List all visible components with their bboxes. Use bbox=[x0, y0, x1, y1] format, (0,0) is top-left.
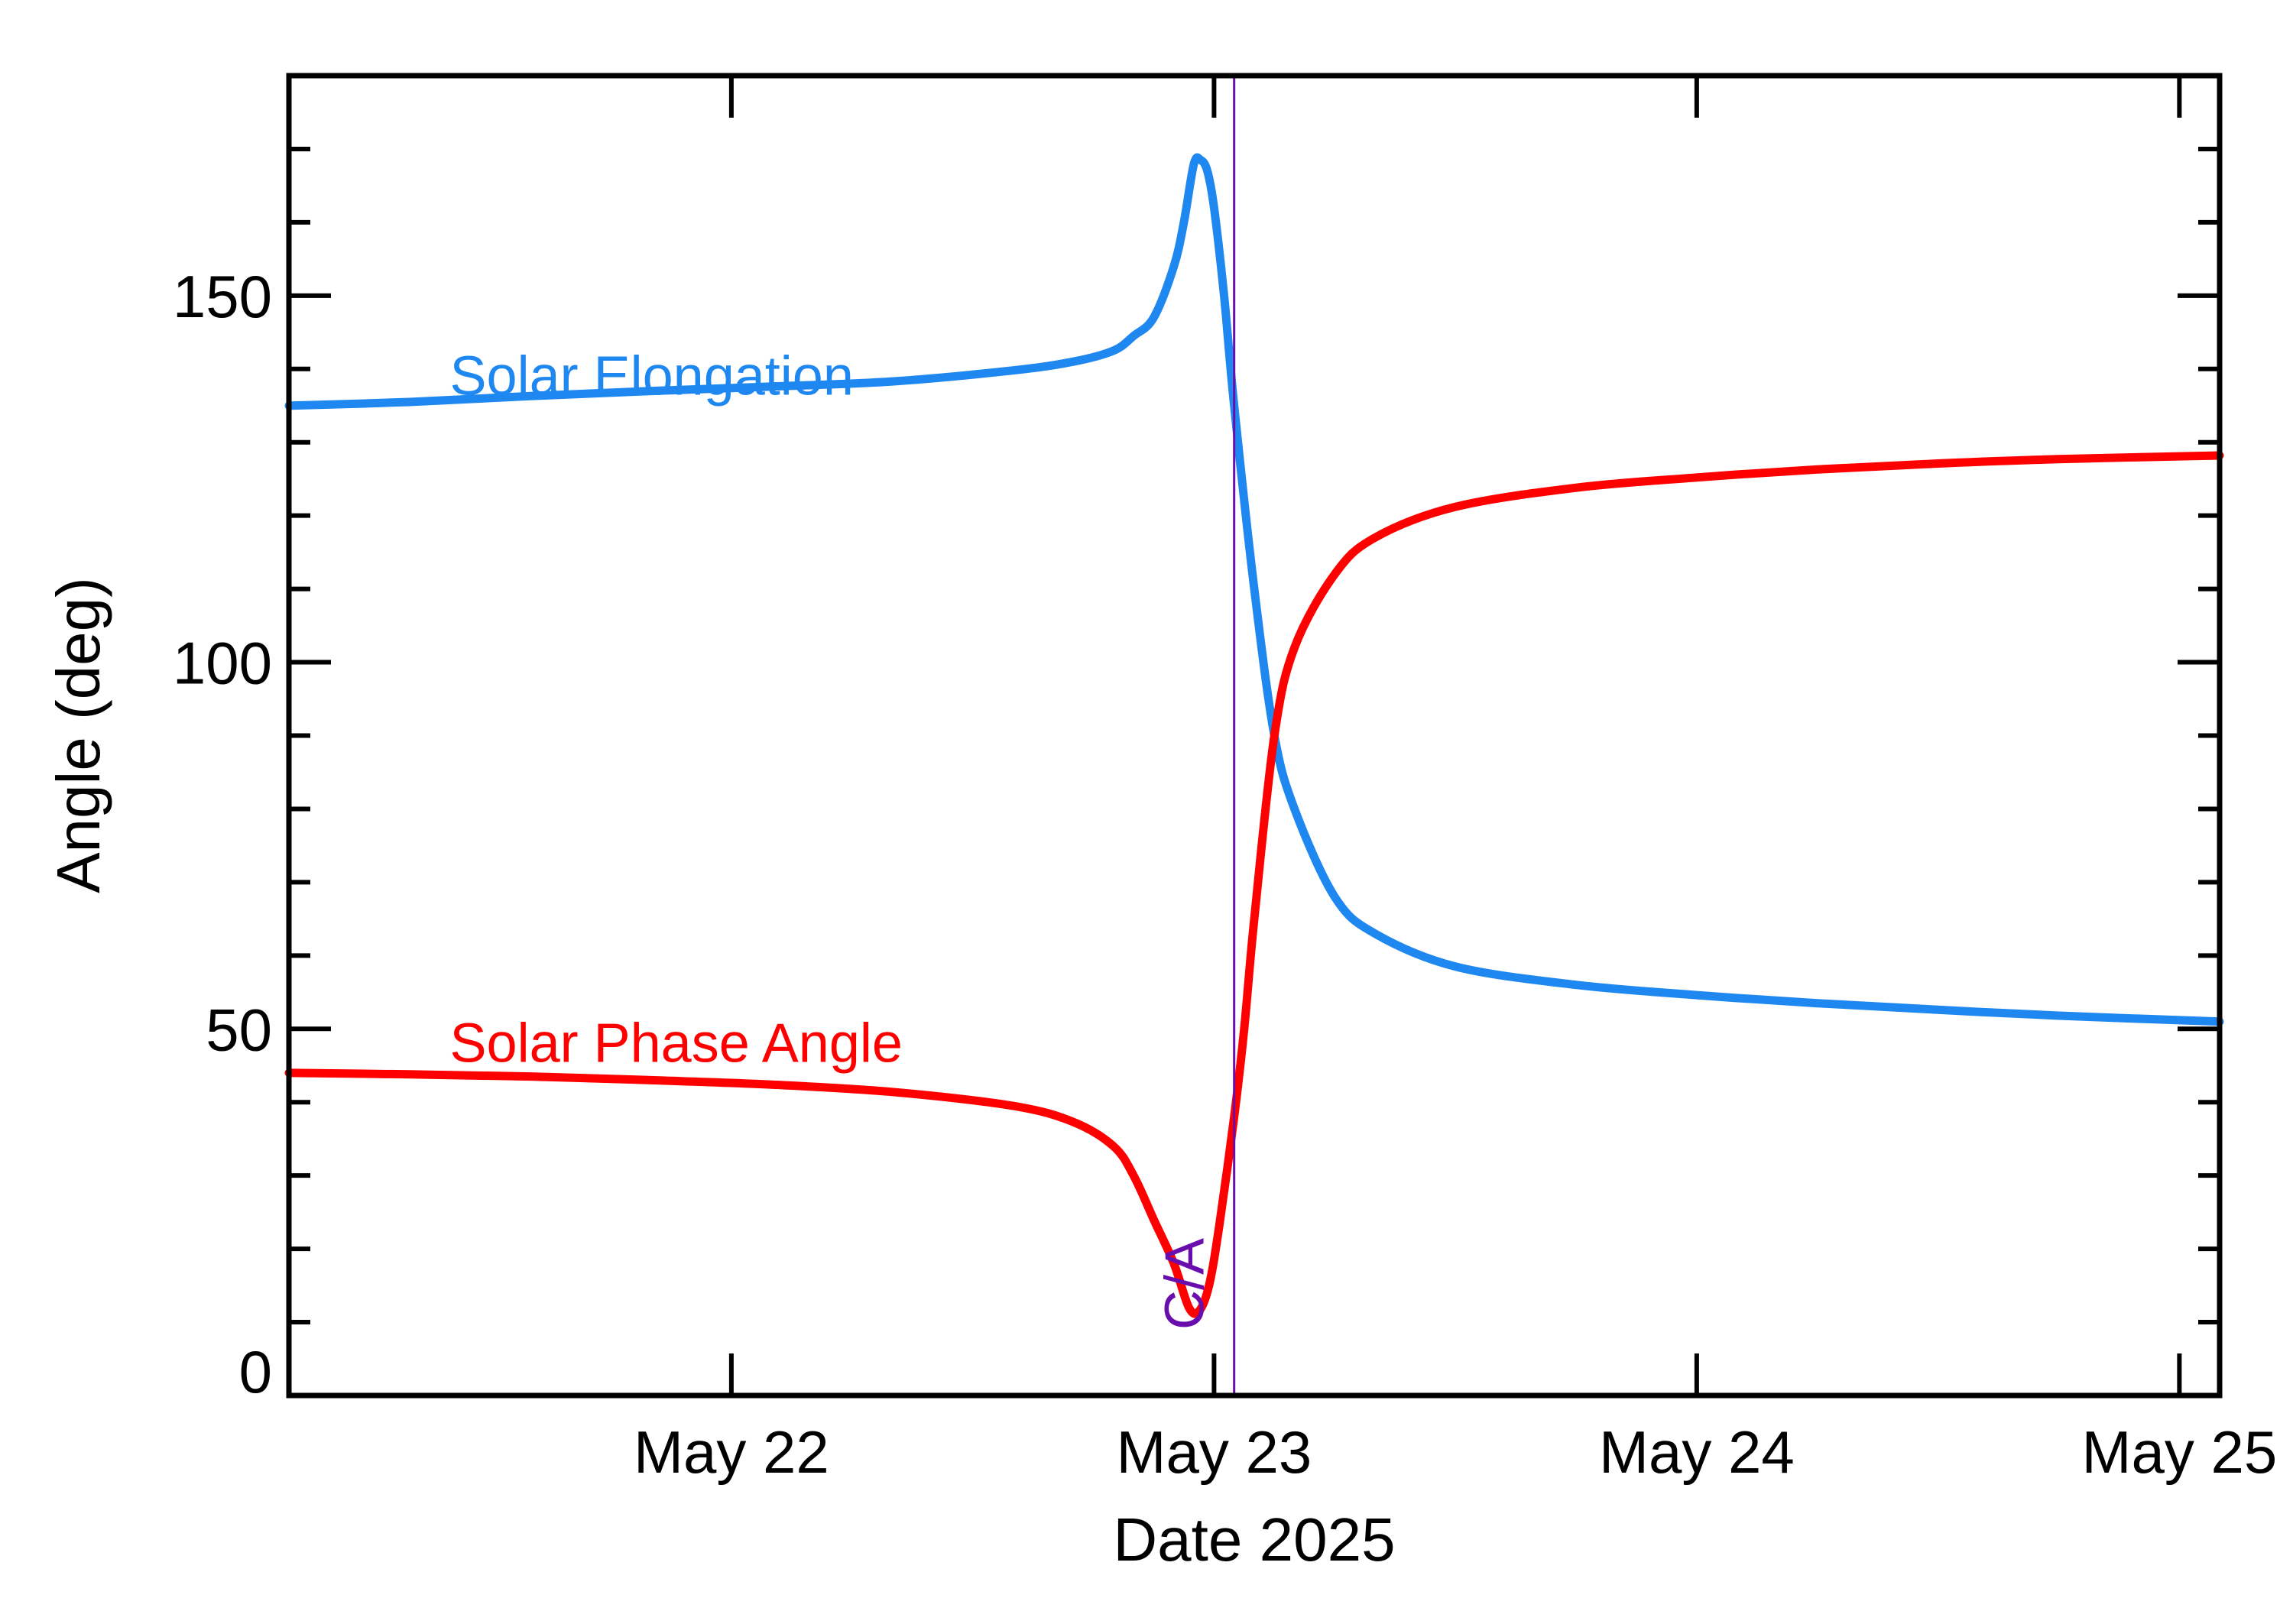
tick-labels: 0 50 100 150 May 22 May 23 May 24 May 25 bbox=[173, 263, 2277, 1486]
closest-approach-label: C/A bbox=[1155, 1238, 1216, 1330]
x-tick-label: May 23 bbox=[1116, 1418, 1312, 1486]
plot-frame bbox=[286, 73, 2223, 1399]
axis-ticks bbox=[289, 76, 2220, 1395]
closest-approach-layer: C/A bbox=[1155, 76, 1236, 1395]
series-line-solar-elongation bbox=[284, 153, 2224, 1026]
y-tick-label: 150 bbox=[173, 263, 272, 330]
x-tick-label: May 22 bbox=[634, 1418, 829, 1486]
y-tick-label: 100 bbox=[173, 630, 272, 697]
x-tick-label: May 24 bbox=[1599, 1418, 1795, 1486]
x-axis-title: Date 2025 bbox=[1113, 1506, 1395, 1574]
series-layer bbox=[284, 153, 2224, 1318]
y-tick-label: 50 bbox=[206, 996, 272, 1063]
series-label-solar-phase-angle: Solar Phase Angle bbox=[450, 1013, 903, 1074]
y-axis-title: Angle (deg) bbox=[44, 577, 112, 893]
y-tick-label: 0 bbox=[239, 1338, 272, 1405]
x-tick-label: May 25 bbox=[2081, 1418, 2277, 1486]
annotation-layer: Solar Elongation Solar Phase Angle bbox=[450, 345, 903, 1074]
series-line-solar-phase-angle bbox=[284, 451, 2224, 1318]
series-label-solar-elongation: Solar Elongation bbox=[450, 345, 854, 407]
